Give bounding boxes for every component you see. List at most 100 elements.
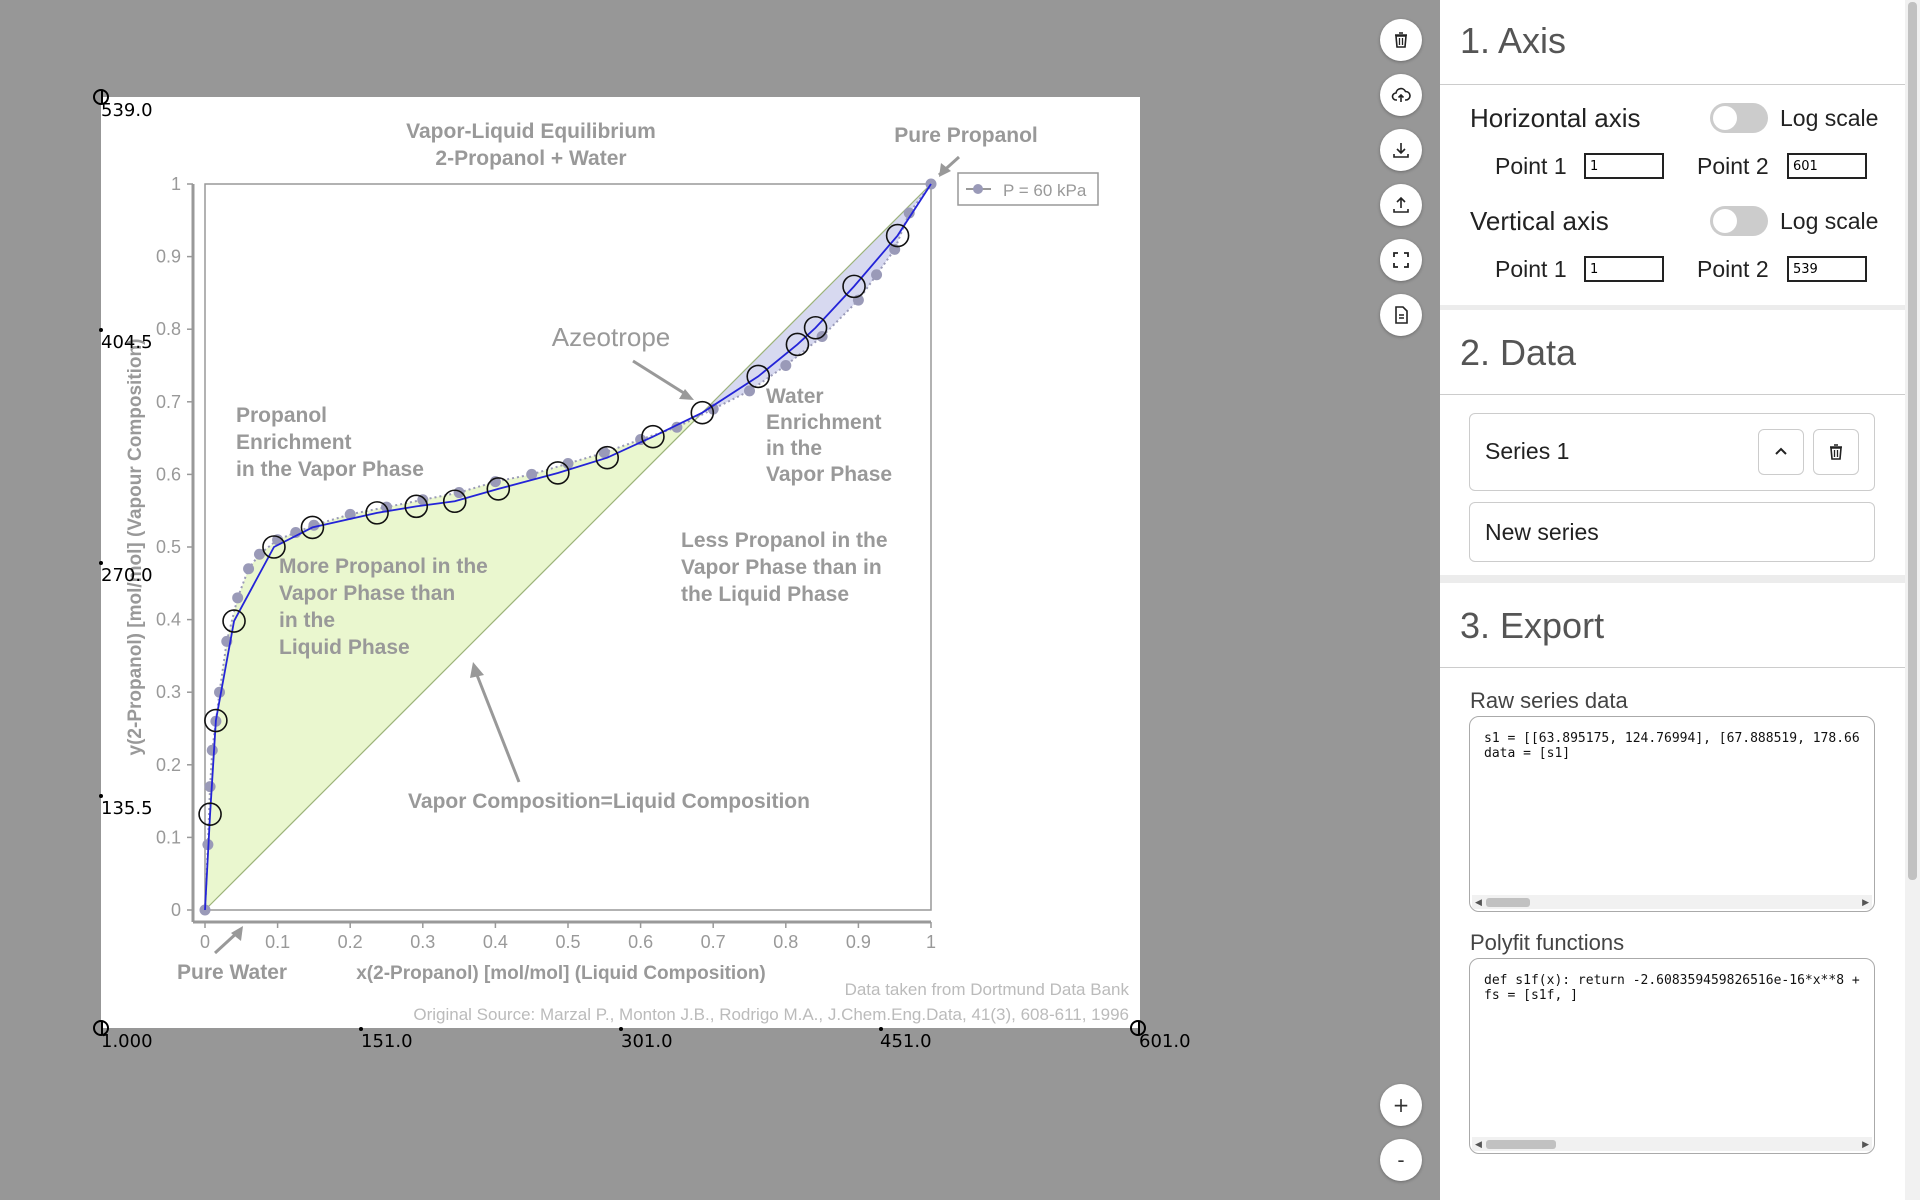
delete-series-button[interactable] — [1813, 429, 1859, 475]
chevron-up-icon — [1775, 447, 1787, 455]
y-tick-label: 0.5 — [156, 537, 181, 557]
scrollbar-thumb[interactable] — [1908, 2, 1917, 880]
new-series-button[interactable]: New series — [1469, 502, 1875, 562]
zoom-out-button[interactable]: - — [1380, 1139, 1422, 1181]
h-point1-input[interactable] — [1584, 153, 1664, 179]
v-point1-input[interactable] — [1584, 256, 1664, 282]
x-calibration-label: 451.0 — [880, 1031, 932, 1052]
axis-section-body: Horizontal axis Log scale Point 1 Point … — [1440, 85, 1905, 305]
data-point — [526, 468, 538, 480]
vertical-log-label: Log scale — [1780, 208, 1879, 234]
digitized-point — [365, 501, 389, 525]
data-section-header[interactable]: 2. Data — [1440, 310, 1905, 395]
digitized-point — [746, 364, 771, 389]
y-tick-label: 1 — [171, 174, 181, 194]
download-button[interactable] — [1380, 129, 1422, 171]
h-point2-input[interactable] — [1787, 153, 1867, 179]
export-section-header[interactable]: 3. Export — [1440, 583, 1905, 668]
azeotrope-arrowhead — [679, 389, 694, 400]
upload-button[interactable] — [1380, 184, 1422, 226]
data-point — [204, 781, 216, 793]
water-enrichment-label: Enrichment — [766, 411, 882, 434]
digitized-point — [803, 315, 828, 340]
propanol-enrichment-label: Propanol — [236, 404, 327, 427]
x-tick-label: 0.9 — [846, 932, 871, 952]
data-point — [206, 744, 218, 756]
chart: 0 0.1 0.2 0.3 0.4 0.5 0.6 0.7 0.8 0.9 1 0 0.1 0.2 0.3 0… — [125, 120, 1129, 1024]
chart-subtitle: 2-Propanol + Water — [435, 147, 626, 170]
calibration-handle-y-top[interactable] — [93, 89, 109, 105]
data-section-title: 2. Data — [1460, 332, 1577, 373]
collapse-series-button[interactable] — [1758, 429, 1804, 475]
horizontal-log-toggle[interactable] — [1710, 103, 1768, 133]
raw-series-title: Raw series data — [1470, 688, 1628, 713]
v-point2-input[interactable] — [1787, 256, 1867, 282]
calibration-handle-origin[interactable] — [93, 1020, 109, 1036]
cloud-upload-button[interactable] — [1380, 74, 1422, 116]
digitizer-canvas[interactable]: 0 0.1 0.2 0.3 0.4 0.5 0.6 0.7 0.8 0.9 1 0 0.1 0.2 0.3 0… — [0, 0, 1440, 1200]
more-propanol-label: Vapor Phase than — [279, 582, 455, 605]
axis-section-title: 1. Axis — [1460, 20, 1567, 61]
more-propanol-label: Liquid Phase — [279, 636, 410, 659]
horizontal-scrollbar[interactable]: ◀ ▶ — [1472, 1137, 1872, 1151]
y-tick-label: 0.3 — [156, 682, 181, 702]
data-point — [417, 494, 429, 506]
horizontal-scrollbar[interactable]: ◀ ▶ — [1472, 895, 1872, 909]
vertical-log-toggle[interactable] — [1710, 206, 1768, 236]
fullscreen-button[interactable] — [1380, 239, 1422, 281]
digitized-point — [262, 535, 286, 559]
polyfit-title: Polyfit functions — [1470, 930, 1625, 955]
calibration-handle-x-right[interactable] — [1130, 1020, 1146, 1036]
zoom-in-button[interactable]: + — [1380, 1084, 1422, 1126]
equal-composition-arrow — [475, 674, 521, 783]
fullscreen-icon — [1393, 252, 1409, 268]
vertical-axis-label: Vertical axis — [1470, 206, 1609, 236]
data-point — [598, 447, 610, 459]
y-tick-label: 0.4 — [156, 610, 181, 630]
data-point — [780, 360, 792, 371]
y-calibration-label: 135.5 — [101, 798, 153, 819]
x-axis-label: x(2-Propanol) [mol/mol] (Liquid Composit… — [356, 963, 766, 984]
document-button[interactable] — [1380, 294, 1422, 336]
data-point — [871, 269, 883, 281]
axis-section-header[interactable]: 1. Axis — [1440, 0, 1905, 85]
data-section-body: Series 1 New series — [1440, 395, 1905, 575]
data-point — [344, 508, 356, 520]
chart-image[interactable]: 0 0.1 0.2 0.3 0.4 0.5 0.6 0.7 0.8 0.9 1 0 0.1 0.2 0.3 0… — [101, 97, 1140, 1028]
x-tick-label: 0.4 — [483, 932, 508, 952]
new-series-label: New series — [1485, 519, 1599, 545]
x-calibration-label: 151.0 — [361, 1031, 413, 1052]
x-tick-label: 0.1 — [265, 932, 290, 952]
raw-code-line: s1 = [[63.895175, 124.76994], [67.888519… — [1484, 731, 1860, 746]
equal-composition-label: Vapor Composition=Liquid Composition — [408, 790, 810, 813]
download-icon — [1393, 143, 1409, 158]
v-point1-label: Point 1 — [1495, 256, 1567, 282]
x-calibration-label: 1.000 — [101, 1031, 153, 1052]
digitized-point — [690, 400, 715, 425]
digitized-point — [222, 609, 246, 633]
digitized-point — [595, 445, 620, 470]
more-propanol-label: in the — [279, 609, 335, 632]
digitized-point — [785, 332, 810, 357]
less-propanol-label: Less Propanol in the — [681, 529, 888, 552]
delete-button[interactable] — [1380, 19, 1422, 61]
upload-icon — [1393, 196, 1409, 213]
digitized-point — [300, 515, 325, 540]
raw-series-textarea[interactable]: s1 = [[63.895175, 124.76994], [67.888519… — [1469, 716, 1875, 912]
data-point — [232, 592, 244, 604]
series-card[interactable]: Series 1 — [1469, 413, 1875, 491]
digitized-point — [842, 274, 866, 299]
propanol-enrichment-label: Enrichment — [236, 431, 352, 454]
water-enrichment-label: in the — [766, 437, 822, 460]
polyfit-textarea[interactable]: def s1f(x): return -2.608359459826516e-1… — [1469, 958, 1875, 1154]
x-tick-label: 0.7 — [701, 932, 726, 952]
x-tick-label: 0.6 — [628, 932, 653, 952]
vertical-scrollbar[interactable] — [1905, 0, 1920, 1200]
y-tick-label: 0.9 — [156, 247, 181, 267]
y-tick-label: 0 — [171, 900, 181, 920]
horizontal-log-label: Log scale — [1780, 105, 1879, 131]
trash-icon — [1395, 32, 1407, 48]
v-point2-label: Point 2 — [1697, 256, 1769, 282]
legend-label: P = 60 kPa — [1003, 181, 1087, 200]
legend-marker — [973, 184, 983, 194]
